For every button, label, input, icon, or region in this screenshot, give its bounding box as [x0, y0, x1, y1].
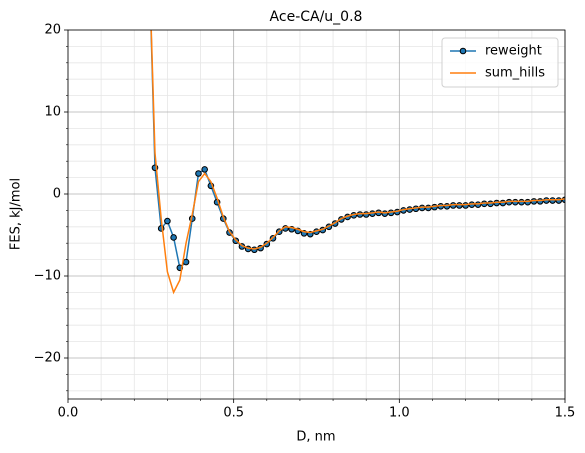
data-point: [524, 198, 532, 206]
x-tick-label: 1.0: [389, 406, 410, 421]
legend-marker: [459, 47, 467, 55]
legend-label: reweight: [485, 44, 542, 59]
data-point: [443, 203, 451, 210]
plot-area: [150, 30, 565, 295]
chart-title: Ace-CA/u_0.8: [270, 9, 363, 25]
data-point: [474, 201, 482, 208]
data-point: [425, 204, 432, 212]
x-tick-label: 0.5: [223, 406, 244, 421]
y-axis-label: FES, kJ/mol: [9, 178, 24, 250]
y-tick-label: 0: [53, 187, 61, 202]
data-point: [487, 200, 494, 208]
x-tick-label: 1.5: [555, 406, 576, 421]
y-tick-label: 10: [44, 105, 61, 120]
data-point: [499, 199, 507, 207]
data-point: [182, 258, 190, 266]
legend-label: sum_hills: [485, 66, 545, 81]
data-point: [512, 198, 519, 206]
data-point: [536, 198, 544, 205]
data-point: [549, 197, 556, 204]
data-point: [195, 170, 202, 177]
data-point: [518, 198, 525, 206]
plot-frame: [67, 29, 566, 400]
data-point: [170, 234, 177, 241]
series-line: [150, 30, 565, 295]
data-point: [555, 197, 563, 204]
data-point: [362, 211, 370, 218]
y-tick-label: −10: [34, 269, 61, 284]
data-point: [462, 202, 469, 209]
data-point: [381, 210, 389, 217]
data-point: [164, 217, 171, 225]
y-tick-label: −20: [34, 351, 61, 366]
x-tick-label: 0.0: [58, 406, 79, 421]
data-point: [456, 202, 463, 209]
x-axis-label: D, nm: [296, 430, 335, 445]
y-tick-label: 20: [44, 23, 61, 38]
data-point: [201, 166, 208, 173]
